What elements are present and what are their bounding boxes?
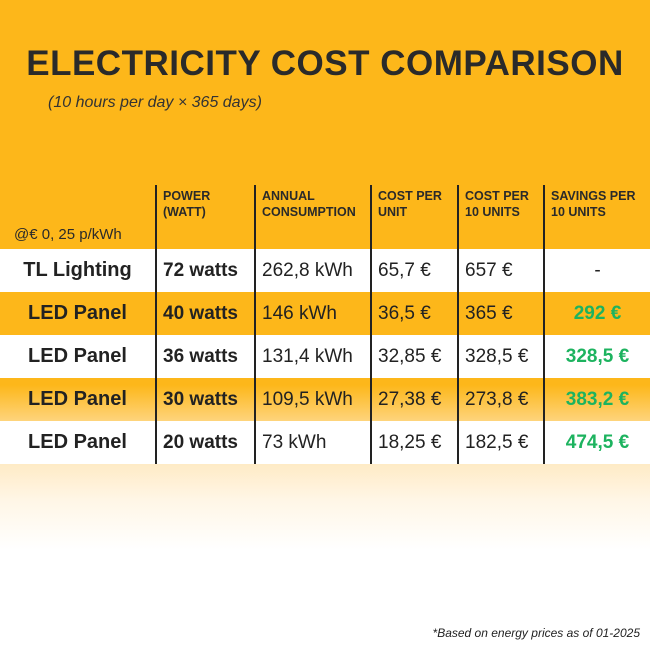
power-cell: 30 watts (155, 378, 255, 421)
savings-cell: 328,5 € (543, 335, 650, 378)
cost-10-cell: 328,5 € (457, 335, 544, 378)
consumption-cell: 109,5 kWh (254, 378, 371, 421)
power-cell: 40 watts (155, 292, 255, 335)
product-name: LED Panel (0, 335, 156, 378)
table-row: LED Panel 36 watts 131,4 kWh 32,85 €328,5 €… (0, 335, 650, 378)
footnote: *Based on energy prices as of 01-2025 (432, 626, 640, 640)
cost-10-cell: 273,8 € (457, 378, 544, 421)
cost-unit-cell: 32,85 € (370, 335, 458, 378)
cost-unit-cell: 27,38 € (370, 378, 458, 421)
cost-unit-cell: 18,25 € (370, 421, 458, 464)
page-title: ELECTRICITY COST COMPARISON (26, 44, 624, 83)
product-name: LED Panel (28, 388, 127, 410)
cost-comparison-table: @€ 0, 25 p/kWh POWER (WATT) ANNUAL CONSU… (0, 185, 650, 464)
header-consumption: ANNUAL CONSUMPTION (254, 185, 371, 249)
cost-10-cell: 365 € (457, 292, 544, 335)
savings-cell: 383,2 € (543, 378, 650, 421)
consumption-cell: 262,8 kWh (254, 249, 371, 292)
consumption-cell: 73 kWh (254, 421, 371, 464)
header-power: POWER (WATT) (155, 185, 255, 249)
table-row: LED Panel 40 watts 146 kWh 36,5 €365 €292 € (0, 292, 650, 335)
cost-10-cell: 182,5 € (457, 421, 544, 464)
table-row: TL Lighting 72 watts 262,8 kWh 65,7 €657 € - (0, 249, 650, 292)
table-row: LED Panel 20 watts 73 kWh 18,25 €182,5 €474… (0, 421, 650, 464)
power-cell: 20 watts (155, 421, 255, 464)
savings-cell: 292 € (543, 292, 650, 335)
product-name: TL Lighting (0, 249, 156, 292)
table-row: LED Panel 30 watts 109,5 kWh 27,38 €273,8 €… (0, 378, 650, 421)
header-savings: SAVINGS PER 10 UNITS (543, 185, 650, 249)
header-cost-10: COST PER 10 UNITS (457, 185, 544, 249)
savings-cell: - (543, 249, 650, 292)
power-cell: 36 watts (155, 335, 255, 378)
rate-label: @€ 0, 25 p/kWh (14, 226, 122, 243)
table-header: @€ 0, 25 p/kWh POWER (WATT) ANNUAL CONSU… (0, 185, 650, 249)
power-cell: 72 watts (155, 249, 255, 292)
consumption-cell: 131,4 kWh (254, 335, 371, 378)
header-cost-unit: COST PER UNIT (370, 185, 458, 249)
product-name: LED Panel (28, 302, 127, 324)
cost-unit-cell: 36,5 € (370, 292, 458, 335)
cost-10-cell: 657 € (457, 249, 544, 292)
consumption-cell: 146 kWh (254, 292, 371, 335)
savings-cell: 474,5 € (543, 421, 650, 464)
product-name: LED Panel (0, 421, 156, 464)
cost-unit-cell: 65,7 € (370, 249, 458, 292)
subtitle: (10 hours per day × 365 days) (48, 94, 262, 111)
